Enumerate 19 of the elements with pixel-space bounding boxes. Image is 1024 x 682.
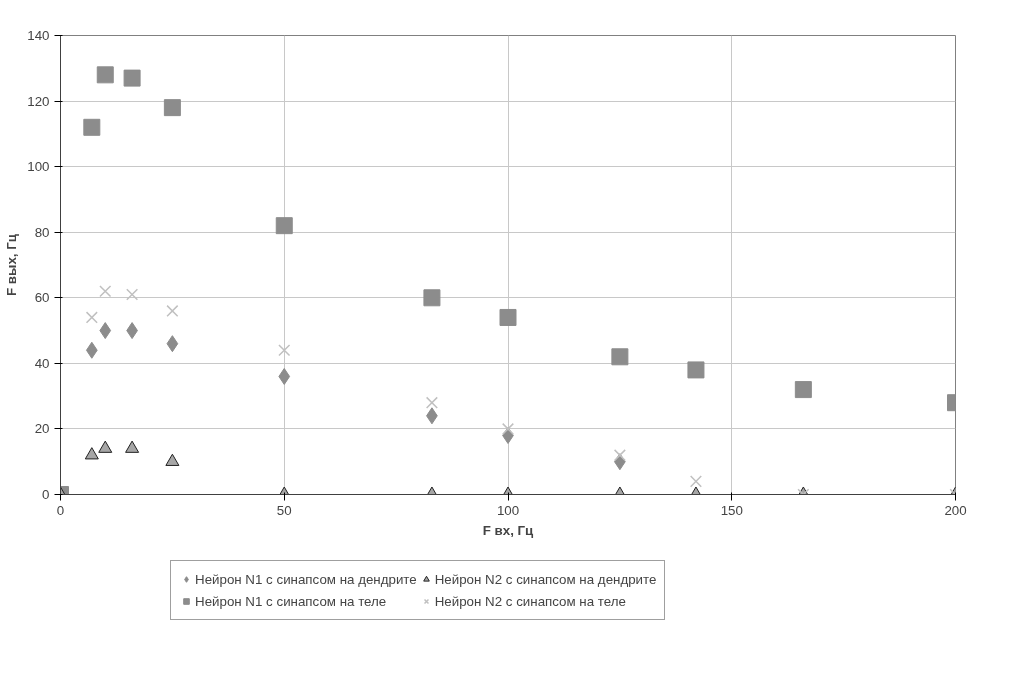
- y-tick-label: 0: [42, 487, 50, 502]
- y-tick-label: 40: [34, 355, 50, 371]
- legend-label: Нейрон N1 с синапсом на дендрите: [195, 571, 417, 587]
- x-tick-label: 100: [496, 502, 520, 518]
- y-tick-label: 120: [27, 93, 50, 109]
- y-tick-label: 100: [27, 159, 50, 175]
- x-tick-label: 150: [720, 502, 743, 518]
- x-axis-title: F вх, Гц: [482, 522, 535, 538]
- x-tick-label: 0: [56, 502, 65, 518]
- y-tick-label: 80: [34, 224, 50, 240]
- y-tick-label: 140: [27, 28, 50, 43]
- legend-label: Нейрон N1 с синапсом на теле: [195, 593, 387, 609]
- y-tick-label: 60: [34, 290, 50, 306]
- legend-label: Нейрон N2 с синапсом на теле: [434, 593, 626, 609]
- legend-label: Нейрон N2 с синапсом на дендрите: [434, 571, 657, 587]
- x-tick-label: 50: [276, 502, 292, 518]
- y-axis-title: F вых, Гц: [4, 233, 20, 296]
- x-tick-label: 200: [944, 502, 967, 518]
- y-tick-label: 20: [34, 421, 50, 437]
